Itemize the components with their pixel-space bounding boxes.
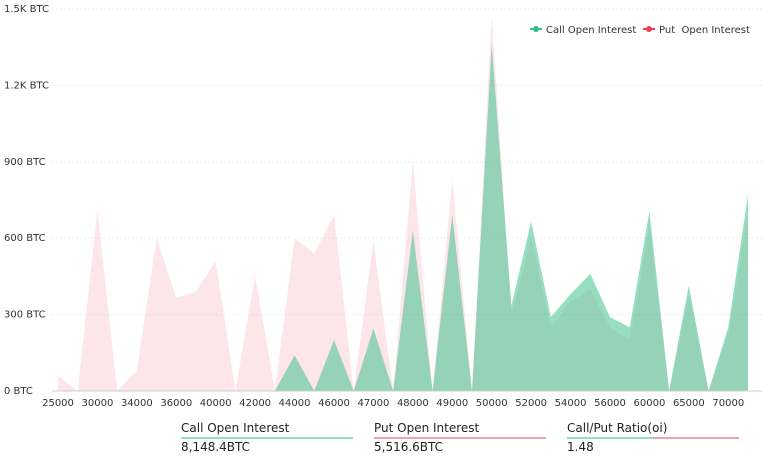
x-tick-label: 44000 bbox=[279, 398, 311, 409]
y-tick-label: 1.2K BTC bbox=[4, 80, 49, 91]
x-tick-label: 49000 bbox=[436, 398, 468, 409]
legend-marker bbox=[646, 26, 652, 32]
area bbox=[58, 44, 748, 392]
x-tick-label: 50000 bbox=[476, 398, 508, 409]
x-tick-label: 30000 bbox=[82, 398, 114, 409]
y-tick-label: 0 BTC bbox=[4, 386, 33, 397]
y-tick-label: 300 BTC bbox=[4, 310, 46, 321]
stat-value: 1.48 bbox=[567, 440, 594, 454]
legend-label: Call Open Interest bbox=[546, 25, 636, 36]
x-tick-label: 46000 bbox=[318, 398, 350, 409]
stat-label: Call/Put Ratio(oi) bbox=[567, 421, 667, 435]
stat-label: Put Open Interest bbox=[374, 421, 480, 435]
x-tick-label: 54000 bbox=[555, 398, 587, 409]
x-tick-label: 70000 bbox=[712, 398, 744, 409]
x-tick-label: 42000 bbox=[239, 398, 271, 409]
x-tick-label: 25000 bbox=[42, 398, 74, 409]
y-tick-label: 900 BTC bbox=[4, 157, 46, 168]
y-tick-label: 1.5K BTC bbox=[4, 4, 49, 15]
stat-value: 5,516.6BTC bbox=[374, 440, 443, 454]
x-tick-label: 56000 bbox=[594, 398, 626, 409]
stat-label: Call Open Interest bbox=[181, 421, 290, 435]
x-tick-label: 52000 bbox=[515, 398, 547, 409]
legend-marker bbox=[533, 26, 539, 32]
stat-value: 8,148.4BTC bbox=[181, 440, 250, 454]
x-tick-label: 36000 bbox=[160, 398, 192, 409]
x-tick-label: 34000 bbox=[121, 398, 153, 409]
y-tick-label: 600 BTC bbox=[4, 233, 46, 244]
x-tick-label: 47000 bbox=[358, 398, 390, 409]
x-tick-label: 40000 bbox=[200, 398, 232, 409]
x-tick-label: 60000 bbox=[634, 398, 666, 409]
legend-label: Put Open Interest bbox=[659, 25, 750, 36]
x-tick-label: 48000 bbox=[397, 398, 429, 409]
x-tick-label: 65000 bbox=[673, 398, 705, 409]
